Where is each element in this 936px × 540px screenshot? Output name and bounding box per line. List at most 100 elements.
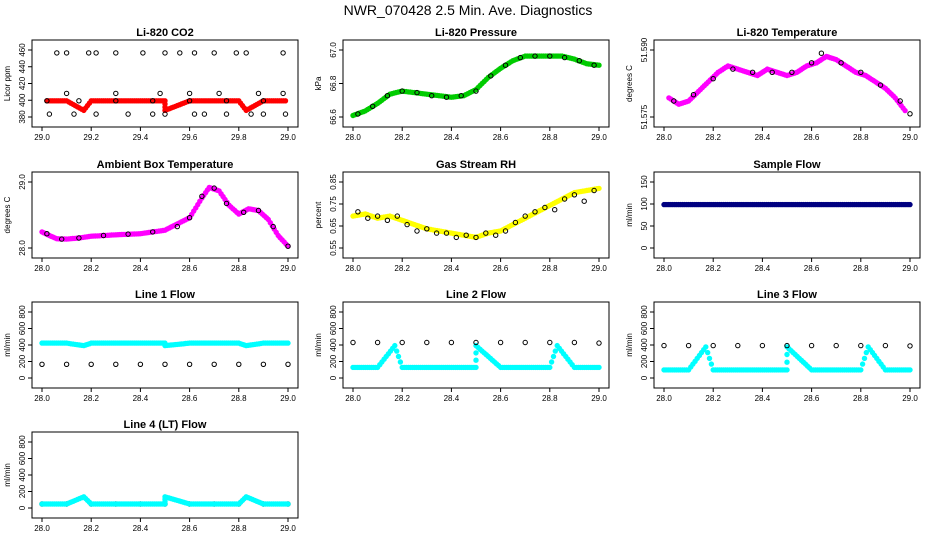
y-tick-label: 400 [18,468,27,482]
y-tick-label: 420 [18,76,27,90]
data-point-black [76,235,82,241]
data-point-cyan [473,357,479,363]
data-point-cyan [548,359,555,365]
data-point-green [596,62,602,68]
y-tick-label: 0 [18,375,27,380]
y-tick-label: 66.6 [329,109,338,125]
x-tick-label: 28.0 [345,264,361,273]
data-point-black [186,215,193,221]
data-point-black [248,111,254,117]
data-point-black [374,213,381,219]
data-point-black [463,232,469,238]
data-point-black [429,93,435,99]
data-point-black [211,50,217,56]
data-point-black [162,111,168,117]
data-point-black [443,94,450,100]
data-point-black [71,111,77,117]
x-tick-label: 28.8 [853,264,869,273]
chart-panel-line-3-flow: Line 3 Flow ml/min 28.0 28.2 28.4 28.6 28.8 29.… [625,289,921,403]
data-point-black [685,342,692,349]
x-tick-label: 29.0 [902,264,918,273]
data-point-black [162,361,168,367]
data-point-black [241,209,247,216]
data-point-black [661,342,667,349]
data-point-black [113,98,119,104]
y-axis-label: ml/min [3,333,12,357]
x-tick-label: 28.0 [34,394,50,403]
data-point-black [561,54,568,61]
data-point-black [473,339,479,346]
chart-title: Sample Flow [753,159,821,171]
data-point-black [473,234,479,241]
data-point-black [39,361,45,367]
y-axis-label: percent [314,201,323,228]
data-point-cyan [858,367,864,373]
data-point-black [784,342,790,349]
x-tick-label: 28.4 [133,524,149,533]
x-tick-label: 29.0 [591,264,607,273]
x-tick-label: 28.2 [394,264,410,273]
data-point-cyan [863,349,869,356]
chart-title: Line 3 Flow [757,289,817,301]
chart-title: Li-820 CO2 [136,27,193,39]
data-point-black [137,361,144,367]
chart-title: Line 4 (LT) Flow [124,419,207,431]
data-point-black [877,82,884,88]
data-point-cyan [708,361,715,367]
x-tick-label: 28.8 [231,524,247,533]
data-point-cyan [392,342,398,349]
y-tick-label: 51.590 [640,37,649,62]
data-point-cyan [550,353,557,360]
y-tick-label: 800 [640,305,649,319]
data-point-black [177,50,183,56]
x-tick-label: 28.4 [755,264,771,273]
data-point-cyan [706,355,713,362]
y-tick-label: 50 [640,221,649,230]
data-point-black [858,342,864,349]
x-tick-label: 29.0 [902,133,918,142]
data-point-black [502,62,509,68]
y-axis-label: ml/min [625,333,634,357]
data-point-black [424,339,430,346]
data-point-black [576,58,582,64]
data-point-black [808,60,815,66]
x-tick-label: 29.8 [231,133,247,142]
chart-panel-li-820-pressure: Li-820 Pressure kPa 28.0 28.2 28.4 28.6 28.8 29… [314,27,610,142]
data-point-black [458,93,464,99]
data-point-black [414,228,420,234]
data-point-black [93,50,99,56]
x-tick-label: 28.6 [182,524,198,533]
data-point-magenta [902,107,908,114]
data-point-cyan [596,364,602,371]
x-tick-label: 28.0 [34,524,50,533]
data-point-black [690,92,697,98]
y-tick-label: 800 [18,435,27,449]
y-tick-label: 200 [18,484,27,498]
data-point-black [710,76,716,82]
data-point-black [897,98,903,104]
x-tick-label: 29.0 [280,133,296,142]
data-point-black [532,209,538,215]
data-point-cyan [784,359,790,365]
y-tick-label: 100 [640,197,649,211]
x-tick-label: 28.0 [34,264,50,273]
data-point-black [769,69,775,76]
data-point-black [858,69,864,76]
x-tick-label: 28.4 [133,394,149,403]
y-axis-label: degrees C [625,65,634,102]
data-point-black [186,90,193,97]
x-tick-label: 29.0 [34,133,50,142]
data-point-black [596,340,602,346]
x-tick-label: 29.6 [182,133,198,142]
y-tick-label: 600 [18,321,27,335]
data-point-black [285,243,291,249]
y-tick-label: 800 [18,305,27,319]
data-point-black [211,361,217,367]
data-point-black [522,339,528,346]
y-tick-label: 200 [329,354,338,368]
y-tick-label: 600 [640,321,649,335]
data-point-black [808,342,815,349]
data-point-cyan [285,501,291,507]
y-tick-label: 28.0 [18,240,27,256]
x-tick-label: 28.8 [231,394,247,403]
